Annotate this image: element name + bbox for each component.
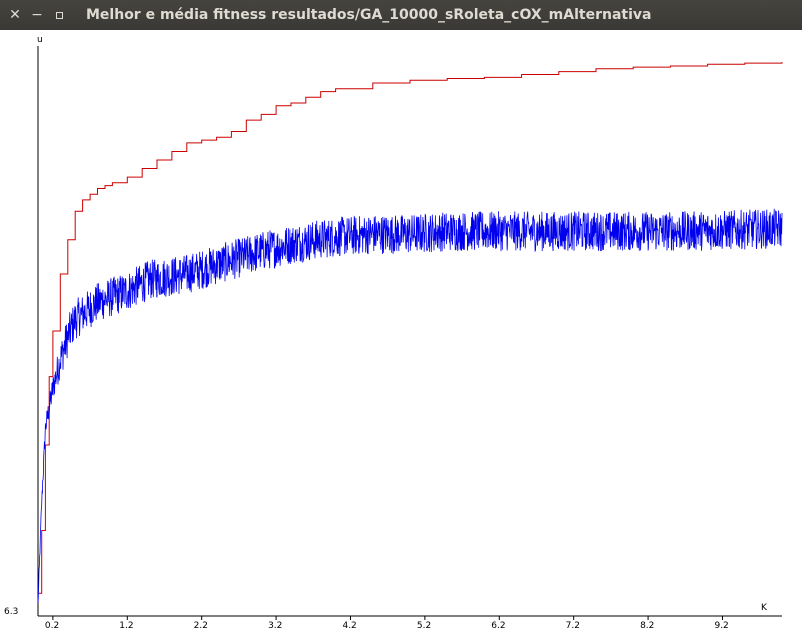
- x-ticks: 0.2 1.2 2.2 3.2 4.2 5.2 6.2 7.2 8.2 9.2: [45, 616, 729, 631]
- plot-area: u 6.3 K 0.2 1.2 2.2 3.2 4.2 5.2 6.2 7.2 8.2 9.2: [0, 30, 802, 631]
- average-fitness-line: [37, 208, 783, 603]
- y-axis-label: u: [37, 35, 43, 45]
- close-icon[interactable]: ✕: [9, 7, 21, 23]
- fitness-chart: u 6.3 K 0.2 1.2 2.2 3.2 4.2 5.2 6.2 7.2 8.2 9.2: [4, 35, 783, 631]
- x-tick-label: 1.2: [119, 621, 133, 629]
- minimize-icon[interactable]: −: [31, 7, 43, 23]
- x-tick-label: 2.2: [194, 621, 208, 629]
- window-titlebar: ✕ − Melhor e média fitness resultados/GA…: [0, 0, 802, 30]
- x-tick-label: 3.2: [268, 621, 282, 629]
- x-tick-label: 8.2: [640, 621, 654, 629]
- best-fitness-line: [38, 62, 783, 594]
- x-tick-label: 0.2: [45, 621, 59, 629]
- x-tick-label: 6.2: [491, 621, 505, 629]
- y-min-label: 6.3: [4, 607, 18, 617]
- x-tick-label: 4.2: [342, 621, 356, 629]
- x-tick-label: 5.2: [417, 621, 431, 629]
- x-tick-label: 7.2: [566, 621, 580, 629]
- series-group: [37, 62, 783, 603]
- window-title: Melhor e média fitness resultados/GA_100…: [86, 7, 652, 23]
- x-axis-label: K: [761, 603, 768, 613]
- maximize-icon[interactable]: [48, 0, 70, 30]
- x-tick-label: 9.2: [714, 621, 728, 629]
